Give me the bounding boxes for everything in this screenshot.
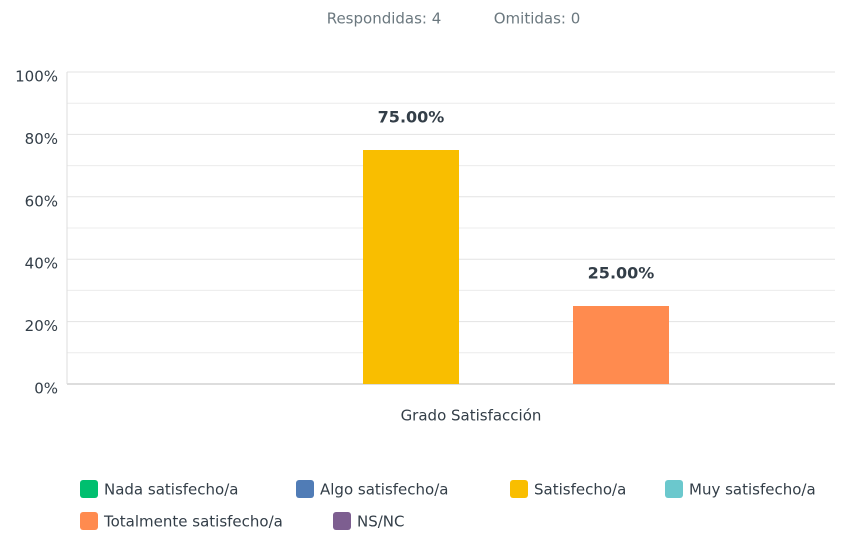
value-label: 25.00% bbox=[588, 264, 655, 283]
skipped: Omitidas: 0 bbox=[494, 10, 581, 28]
x-tick-label: Grado Satisfacción bbox=[401, 407, 542, 425]
legend-swatch bbox=[333, 512, 351, 530]
legend-label: Nada satisfecho/a bbox=[104, 481, 238, 499]
legend-swatch bbox=[80, 480, 98, 498]
y-tick-label: 100% bbox=[15, 68, 58, 86]
y-tick-label: 0% bbox=[34, 380, 58, 398]
value-label: 75.00% bbox=[378, 108, 445, 127]
legend-label: Muy satisfecho/a bbox=[689, 481, 816, 499]
legend-swatch bbox=[80, 512, 98, 530]
y-tick-label: 80% bbox=[25, 130, 58, 148]
legend-label: NS/NC bbox=[357, 513, 405, 531]
bar bbox=[363, 150, 459, 384]
legend-swatch bbox=[665, 480, 683, 498]
legend-label: Satisfecho/a bbox=[534, 481, 626, 499]
y-tick-label: 40% bbox=[25, 255, 58, 273]
y-tick-label: 20% bbox=[25, 317, 58, 335]
legend-swatch bbox=[510, 480, 528, 498]
y-tick-label: 60% bbox=[25, 192, 58, 210]
answered: Respondidas: 4 bbox=[327, 10, 442, 28]
legend-label: Totalmente satisfecho/a bbox=[103, 513, 283, 531]
legend-label: Algo satisfecho/a bbox=[320, 481, 448, 499]
legend-swatch bbox=[296, 480, 314, 498]
bar bbox=[573, 306, 669, 384]
